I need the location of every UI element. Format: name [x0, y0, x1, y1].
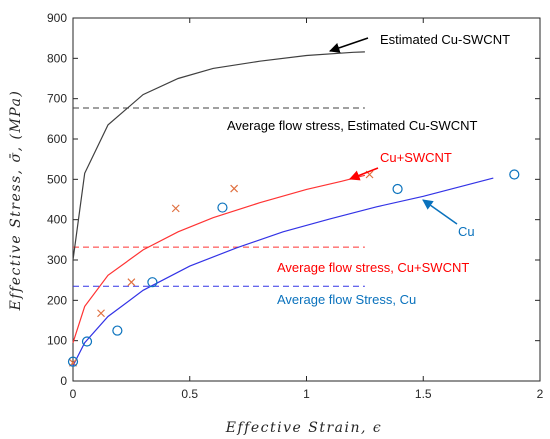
x-tick-label: 1: [303, 387, 310, 401]
series-line-cu: [72, 177, 494, 366]
arrow-cu: [422, 199, 458, 225]
data-point-cross: [127, 278, 136, 287]
annotation-average-flow-cu-swcnt: Average flow stress, Cu+SWCNT: [277, 260, 469, 275]
x-tick-label: 0: [70, 387, 77, 401]
x-tick-label: 1.5: [415, 387, 432, 401]
data-point-circle: [147, 277, 158, 288]
average-flow-stress-lines: [73, 107, 365, 287]
data-point-circle: [81, 336, 93, 347]
data-point-circle: [112, 325, 123, 336]
series-line-estimated-cu-swcnt: [72, 51, 365, 261]
data-point-cross: [97, 309, 105, 318]
x-axis-label: Effective Strain, ϵ: [225, 420, 382, 436]
y-axis-label: Effective Stress, σ̄, (MPa): [8, 90, 24, 312]
annotation-cu-swcnt: Cu+SWCNT: [380, 150, 452, 165]
arrow-cu-swcnt: [349, 167, 379, 181]
y-tick-label: 200: [47, 293, 67, 307]
data-point-cross: [171, 204, 180, 213]
y-tick-label: 0: [60, 374, 67, 388]
x-tick-label: 2: [537, 387, 544, 401]
series-lines: [72, 51, 494, 366]
arrow-estimated-cu-swcnt: [329, 37, 369, 53]
data-point-circle: [67, 356, 79, 367]
y-tick-label: 900: [47, 11, 67, 25]
series-markers: [67, 169, 520, 367]
y-tick-label: 100: [47, 334, 67, 348]
y-tick-label: 600: [47, 132, 67, 146]
annotations: Estimated Cu-SWCNT Average flow stress, …: [227, 32, 510, 307]
plot-area: [72, 17, 541, 382]
x-tick-label: 0.5: [181, 387, 198, 401]
y-tick-label: 800: [47, 51, 67, 65]
data-point-circle: [217, 202, 228, 213]
annotation-estimated-cu-swcnt: Estimated Cu-SWCNT: [380, 32, 510, 47]
data-point-circle: [392, 183, 403, 195]
y-tick-label: 500: [47, 172, 67, 186]
annotation-average-flow-cu: Average flow Stress, Cu: [277, 292, 416, 307]
data-point-cross: [230, 184, 239, 193]
series-line-cu-swcnt: [72, 174, 366, 343]
plot-box: [72, 17, 541, 382]
y-tick-label: 300: [47, 253, 67, 267]
annotation-average-flow-estimated: Average flow stress, Estimated Cu-SWCNT: [227, 118, 477, 133]
data-point-circle: [509, 169, 520, 180]
axis-ticks: 0 0.5 1 1.5 2 0 100 200 300 400 500 600 700 800 900: [47, 11, 544, 401]
annotation-cu: Cu: [458, 224, 475, 239]
y-tick-label: 400: [47, 213, 67, 227]
y-tick-label: 700: [47, 92, 67, 106]
